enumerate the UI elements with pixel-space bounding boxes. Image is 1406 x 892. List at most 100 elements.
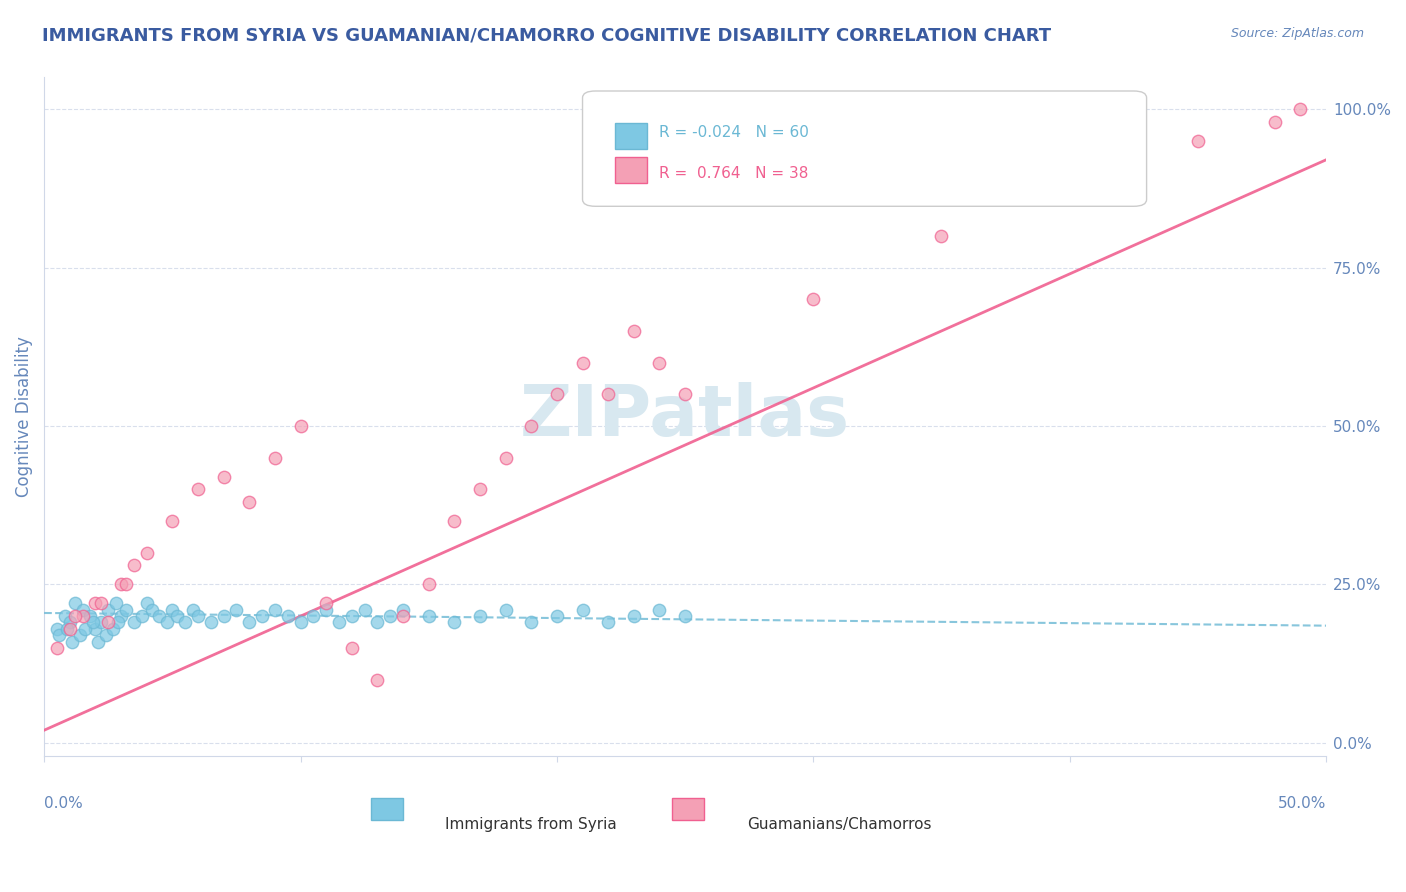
Point (353, 603, 375, 617)
Point (162, 514, 184, 528)
Point (181, 603, 204, 617)
Point (82, 615, 104, 630)
Point (1264, 115, 1286, 129)
Text: ZIPatlas: ZIPatlas (520, 382, 851, 451)
Text: 50.0%: 50.0% (1278, 797, 1326, 811)
Point (263, 603, 285, 617)
FancyBboxPatch shape (582, 91, 1146, 206)
Point (115, 577, 138, 591)
Point (135, 597, 157, 611)
Point (187, 483, 209, 497)
Point (598, 615, 620, 630)
Point (156, 615, 179, 630)
Point (443, 615, 465, 630)
Point (212, 609, 235, 624)
Point (103, 622, 125, 636)
Point (45, 622, 67, 636)
Text: Source: ZipAtlas.com: Source: ZipAtlas.com (1230, 27, 1364, 40)
Point (110, 577, 132, 591)
Point (72, 603, 94, 617)
Text: IMMIGRANTS FROM SYRIA VS GUAMANIAN/CHAMORRO COGNITIVE DISABILITY CORRELATION CHA: IMMIGRANTS FROM SYRIA VS GUAMANIAN/CHAMO… (42, 27, 1052, 45)
Point (107, 615, 129, 630)
Point (263, 450, 285, 465)
Point (72, 609, 94, 624)
Point (131, 609, 153, 624)
Point (104, 597, 127, 611)
Point (1059, 165, 1081, 179)
Point (648, 603, 671, 617)
Point (212, 469, 235, 483)
Point (392, 603, 415, 617)
Point (290, 615, 312, 630)
Point (443, 514, 465, 528)
Text: R =  0.764   N = 38: R = 0.764 N = 38 (659, 166, 808, 180)
Point (238, 495, 260, 509)
Point (97, 603, 120, 617)
Point (302, 609, 325, 624)
Point (520, 615, 543, 630)
FancyBboxPatch shape (614, 123, 647, 149)
Point (1289, 102, 1312, 116)
Point (84, 622, 107, 636)
FancyBboxPatch shape (672, 798, 704, 820)
FancyBboxPatch shape (371, 798, 404, 820)
Point (571, 603, 593, 617)
Text: R = -0.024   N = 60: R = -0.024 N = 60 (659, 125, 810, 140)
Point (45, 640, 67, 655)
Text: 0.0%: 0.0% (44, 797, 83, 811)
Point (673, 609, 696, 624)
Point (63, 609, 86, 624)
Point (89, 615, 111, 630)
Point (59, 622, 82, 636)
Point (366, 615, 388, 630)
Point (122, 615, 145, 630)
Point (380, 609, 402, 624)
Text: Immigrants from Syria: Immigrants from Syria (446, 816, 617, 831)
Point (162, 603, 184, 617)
Point (340, 640, 363, 655)
Point (392, 609, 415, 624)
Point (520, 419, 543, 434)
Point (290, 419, 312, 434)
Point (598, 387, 620, 401)
Point (495, 603, 517, 617)
Point (931, 228, 953, 243)
Point (418, 609, 440, 624)
Point (546, 609, 568, 624)
Point (468, 609, 491, 624)
Point (495, 450, 517, 465)
Point (340, 609, 363, 624)
Point (53, 609, 76, 624)
Point (59, 615, 82, 630)
Point (135, 546, 157, 560)
Point (75, 622, 97, 636)
Point (63, 597, 86, 611)
Point (801, 292, 824, 306)
Point (94, 628, 117, 642)
Point (60, 634, 83, 648)
Point (110, 609, 132, 624)
Point (571, 356, 593, 370)
Point (418, 577, 440, 591)
Point (648, 356, 671, 370)
Point (225, 603, 247, 617)
Point (87, 634, 110, 648)
Point (56, 622, 79, 636)
Point (623, 324, 645, 338)
Point (546, 387, 568, 401)
Point (468, 483, 491, 497)
Point (69, 628, 91, 642)
Point (200, 615, 222, 630)
Point (122, 558, 145, 573)
Point (673, 387, 696, 401)
Text: Guamanians/Chamorros: Guamanians/Chamorros (747, 816, 931, 831)
Point (97, 615, 120, 630)
Point (141, 603, 163, 617)
Point (166, 609, 188, 624)
Point (89, 597, 111, 611)
Point (315, 597, 337, 611)
Point (148, 609, 170, 624)
Point (250, 609, 273, 624)
Point (366, 673, 388, 687)
Point (277, 609, 299, 624)
